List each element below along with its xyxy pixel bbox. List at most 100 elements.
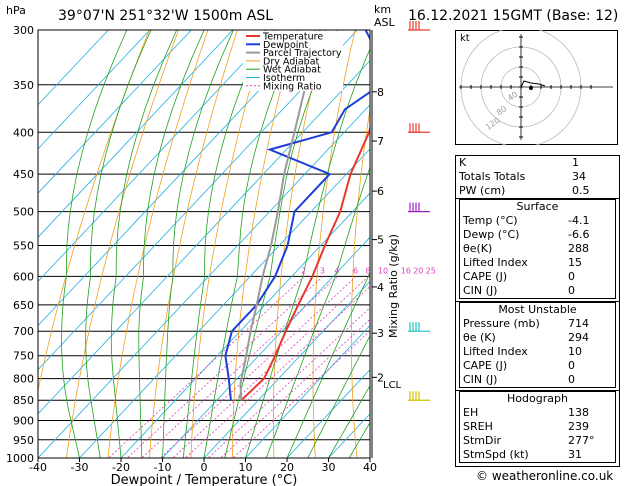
index-key: Temp (°C)	[463, 214, 518, 227]
legend-item: Wet Adiabat	[263, 65, 321, 76]
index-value: 138	[568, 406, 589, 419]
mixing-ratio-label: 20	[413, 266, 423, 275]
km-tick-label: 7	[377, 135, 384, 148]
series-dewpoint	[224, 30, 370, 401]
index-key: θe(K)	[463, 242, 493, 255]
legend-item: Parcel Trajectory	[263, 48, 342, 59]
index-key: Lifted Index	[463, 256, 528, 269]
copyright: © weatheronline.co.uk	[476, 469, 614, 483]
index-value: 294	[568, 331, 589, 344]
index-value: 0	[568, 359, 575, 372]
storm-motion-marker	[529, 86, 533, 90]
km-tick-label: 4	[377, 281, 384, 294]
dry-adiabat-line	[273, 30, 327, 458]
index-value: 15	[568, 256, 582, 269]
y-tick-label: 700	[13, 325, 34, 338]
wet-adiabat-line	[61, 30, 128, 458]
index-row: EH 138	[460, 406, 615, 420]
isotherm-line	[245, 324, 370, 458]
lcl-label: LCL	[383, 380, 402, 391]
index-row: SREH 239	[460, 420, 615, 434]
km-tick-label: 6	[377, 185, 384, 198]
index-row: StmSpd (kt) 31	[460, 448, 615, 462]
index-value: 714	[568, 317, 589, 330]
mixing-ratio-label: 4	[334, 266, 339, 275]
index-value: 239	[568, 420, 589, 433]
indices-table: K 1 Totals Totals 34 PW (cm) 0.5 Surface Temp…	[455, 155, 620, 467]
index-row: StmDir 277°	[460, 434, 615, 448]
wind-barb	[408, 322, 430, 332]
dry-adiabat-line	[149, 30, 238, 458]
dry-adiabat-line	[312, 30, 356, 458]
mixing-ratio-label: 6	[353, 266, 358, 275]
index-key: CIN (J)	[463, 373, 498, 386]
km-tick-label: 2	[377, 371, 384, 384]
y-tick-label: 350	[13, 79, 34, 92]
isotherm-line	[38, 30, 358, 371]
surface-title: Surface	[516, 200, 559, 213]
legend-item: Mixing Ratio	[263, 81, 322, 92]
mixing-ratio-label: 2	[301, 266, 306, 275]
wet-adiabat-line	[182, 30, 266, 458]
legend-item: Isotherm	[263, 73, 305, 84]
mixing-ratio-label: 10	[378, 266, 388, 275]
index-key: StmDir	[463, 434, 502, 447]
hodograph-trace	[520, 80, 546, 88]
isotherm-line	[38, 30, 234, 238]
index-key: Lifted Index	[463, 345, 528, 358]
index-key: CAPE (J)	[463, 270, 508, 283]
legend-item: Dewpoint	[263, 40, 308, 51]
most-unstable-title: Most Unstable	[498, 303, 577, 316]
index-key: K	[459, 156, 467, 169]
index-value: 31	[568, 448, 582, 461]
wet-adiabat-line	[203, 30, 300, 458]
y-tick-label: 850	[13, 394, 34, 407]
series-parcel-trajectory	[239, 30, 321, 401]
km-tick-label: 8	[377, 86, 384, 99]
y-tick-label: 600	[13, 270, 34, 283]
x-tick-label: 10	[239, 461, 253, 474]
index-row: Pressure (mb) 714	[460, 317, 615, 331]
x-tick-label: -30	[71, 461, 89, 474]
wet-adiabat-line	[162, 30, 234, 458]
km-label: km	[374, 3, 392, 16]
mixing-ratio-label: 8	[365, 266, 370, 275]
mixing-ratio-label: 3	[320, 266, 325, 275]
wet-adiabat-line	[286, 270, 370, 458]
km-tick-label: 5	[377, 234, 384, 247]
index-value: 288	[568, 242, 589, 255]
hodograph-kt-label: kt	[460, 33, 470, 44]
y-tick-label: 950	[13, 434, 34, 447]
mixing-ratio-line	[220, 318, 370, 458]
index-row: PW (cm) 0.5	[456, 184, 619, 198]
dry-adiabat-line	[620, 30, 629, 458]
index-key: Dewp (°C)	[463, 228, 520, 241]
mixing-ratio-line	[207, 307, 370, 458]
asl-label: ASL	[374, 16, 395, 29]
isotherm-line	[38, 30, 192, 194]
y-tick-label: 450	[13, 168, 34, 181]
isotherm-line	[38, 60, 370, 415]
date-title: 16.12.2021 15GMT (Base: 12)	[408, 8, 619, 24]
x-tick-label: 30	[322, 461, 336, 474]
index-row: θe(K) 288	[460, 242, 615, 256]
index-key: EH	[463, 406, 479, 419]
wet-adiabat-line	[328, 384, 370, 458]
series-temperature	[240, 124, 370, 401]
most-unstable-section: Most Unstable Pressure (mb) 714 θe (K) 294 L…	[456, 301, 619, 388]
surface-section: Surface Temp (°C) -4.1 Dewp (°C) -6.6 θe(K) 2…	[456, 198, 619, 299]
isotherm-line	[79, 148, 370, 458]
dry-adiabat-line	[66, 30, 179, 458]
index-key: Pressure (mb)	[463, 317, 540, 330]
isotherm-line	[286, 369, 370, 458]
isotherm-line	[120, 192, 370, 458]
index-value: 0	[568, 284, 575, 297]
x-tick-label: -40	[29, 461, 47, 474]
wind-barb	[408, 391, 430, 401]
index-key: StmSpd (kt)	[463, 448, 529, 461]
location-title: 39°07'N 251°32'W 1500m ASL	[58, 8, 274, 24]
isotherm-line	[38, 104, 370, 458]
